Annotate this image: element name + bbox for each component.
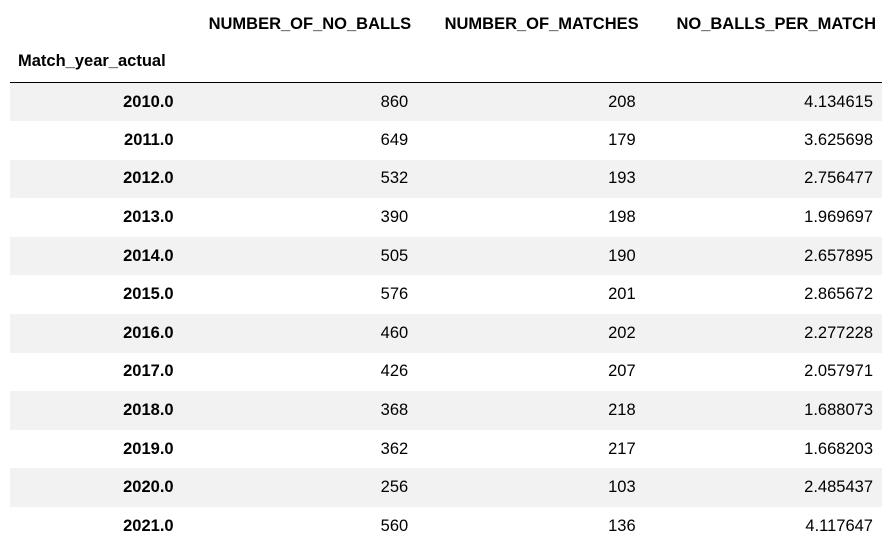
index-name: Match_year_actual bbox=[18, 51, 166, 70]
row-index: 2011.0 bbox=[124, 130, 174, 149]
cell-no-balls: 390 bbox=[380, 208, 409, 227]
cell-matches: 208 bbox=[608, 92, 636, 111]
cell-no-balls: 460 bbox=[380, 323, 409, 342]
cell-matches: 201 bbox=[608, 285, 636, 304]
blank-header-cell bbox=[417, 40, 644, 83]
cell-no-balls: 362 bbox=[380, 439, 409, 458]
cell-no-balls-per-match: 2.657895 bbox=[804, 246, 873, 265]
row-index: 2013.0 bbox=[123, 208, 174, 227]
cell-matches: 198 bbox=[608, 208, 636, 227]
cell-no-balls: 505 bbox=[380, 246, 409, 265]
cell-no-balls-per-match: 3.625698 bbox=[804, 130, 873, 149]
cell-matches: 217 bbox=[608, 439, 636, 458]
blank-corner-cell bbox=[10, 8, 188, 40]
column-header-matches: NUMBER_OF_MATCHES bbox=[444, 14, 639, 33]
table-row: 2018.0 368 218 1.688073 bbox=[10, 391, 882, 430]
cell-no-balls-per-match: 2.485437 bbox=[804, 478, 873, 497]
table-row: 2014.0 505 190 2.657895 bbox=[10, 236, 882, 276]
cell-matches: 179 bbox=[608, 130, 636, 149]
table-row: 2019.0 362 217 1.668203 bbox=[10, 430, 882, 469]
column-header-no-balls-per-match: NO_BALLS_PER_MATCH bbox=[676, 14, 876, 33]
row-index: 2021.0 bbox=[123, 516, 174, 535]
cell-no-balls: 576 bbox=[380, 285, 409, 304]
table-row: 2012.0 532 193 2.756477 bbox=[10, 159, 882, 199]
cell-no-balls: 860 bbox=[380, 92, 409, 111]
row-index: 2014.0 bbox=[123, 246, 174, 265]
row-index: 2019.0 bbox=[123, 439, 174, 458]
cell-matches: 202 bbox=[608, 323, 636, 342]
cell-matches: 103 bbox=[608, 478, 636, 497]
table-row: 2011.0 649 179 3.625698 bbox=[10, 121, 882, 160]
table-row: 2017.0 426 207 2.057971 bbox=[10, 353, 882, 392]
cell-no-balls: 532 bbox=[380, 169, 409, 188]
cell-no-balls-per-match: 4.117647 bbox=[805, 516, 873, 535]
cell-matches: 190 bbox=[608, 246, 636, 265]
index-name-row: Match_year_actual bbox=[10, 40, 882, 83]
cell-no-balls-per-match: 2.057971 bbox=[804, 362, 873, 381]
row-index: 2015.0 bbox=[123, 285, 174, 304]
cell-no-balls-per-match: 1.969697 bbox=[804, 208, 873, 227]
table-row: 2013.0 390 198 1.969697 bbox=[10, 198, 882, 237]
cell-no-balls-per-match: 1.688073 bbox=[804, 401, 873, 420]
cell-matches: 207 bbox=[608, 362, 636, 381]
cell-no-balls: 256 bbox=[380, 478, 409, 497]
column-header-row: NUMBER_OF_NO_BALLS NUMBER_OF_MATCHES NO_… bbox=[10, 8, 882, 40]
cell-no-balls-per-match: 1.668203 bbox=[804, 439, 873, 458]
blank-header-cell bbox=[188, 40, 418, 83]
cell-no-balls-per-match: 2.865672 bbox=[804, 285, 873, 304]
row-index: 2016.0 bbox=[123, 323, 174, 342]
cell-no-balls: 426 bbox=[380, 362, 409, 381]
table-row: 2016.0 460 202 2.277228 bbox=[10, 314, 882, 353]
table-row: 2021.0 560 136 4.117647 bbox=[10, 507, 882, 546]
cell-no-balls-per-match: 2.277228 bbox=[804, 323, 873, 342]
row-index: 2012.0 bbox=[123, 169, 174, 188]
table-row: 2020.0 256 103 2.485437 bbox=[10, 468, 882, 508]
table-row: 2010.0 860 208 4.134615 bbox=[10, 82, 882, 122]
cell-matches: 218 bbox=[608, 401, 636, 420]
cell-no-balls: 649 bbox=[380, 130, 409, 149]
row-index: 2020.0 bbox=[123, 478, 174, 497]
cell-no-balls: 368 bbox=[380, 401, 409, 420]
cell-no-balls-per-match: 2.756477 bbox=[804, 169, 873, 188]
cell-no-balls-per-match: 4.134615 bbox=[804, 92, 873, 111]
table-header: NUMBER_OF_NO_BALLS NUMBER_OF_MATCHES NO_… bbox=[10, 8, 882, 83]
table-row: 2015.0 576 201 2.865672 bbox=[10, 275, 882, 314]
cell-matches: 136 bbox=[608, 516, 636, 535]
row-index: 2018.0 bbox=[123, 401, 174, 420]
cell-matches: 193 bbox=[608, 169, 636, 188]
column-header-no-balls: NUMBER_OF_NO_BALLS bbox=[208, 14, 412, 33]
cell-no-balls: 560 bbox=[380, 516, 409, 535]
table-body: 2010.0 860 208 4.134615 2011.0 649 179 3.625698… bbox=[10, 82, 882, 546]
dataframe-table: NUMBER_OF_NO_BALLS NUMBER_OF_MATCHES NO_… bbox=[10, 8, 882, 546]
row-index: 2017.0 bbox=[123, 362, 174, 381]
row-index: 2010.0 bbox=[123, 92, 174, 111]
blank-header-cell bbox=[645, 40, 882, 83]
